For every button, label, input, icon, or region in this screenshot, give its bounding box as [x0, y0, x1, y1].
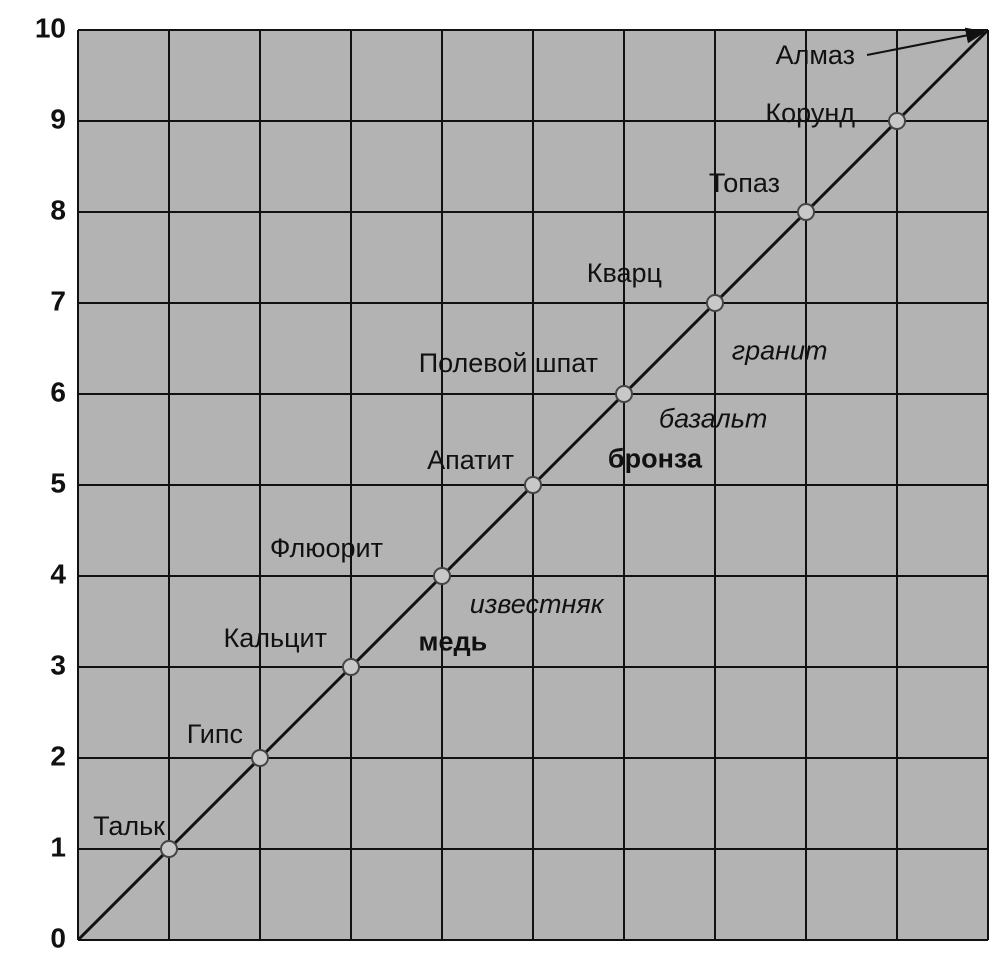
point — [160, 840, 178, 858]
point-label: Апатит — [427, 445, 514, 475]
point — [706, 294, 724, 312]
annotation: медь — [419, 626, 488, 656]
point — [433, 567, 451, 585]
point-label: Полевой шпат — [419, 348, 598, 378]
y-tick-label: 5 — [50, 467, 66, 498]
point — [615, 385, 633, 403]
point — [524, 476, 542, 494]
y-tick-label: 8 — [50, 194, 66, 225]
annotation: известняк — [470, 589, 605, 619]
y-tick-label: 3 — [50, 649, 66, 680]
y-tick-label: 7 — [50, 285, 66, 316]
y-tick-label: 10 — [35, 12, 66, 43]
y-tick-label: 9 — [50, 103, 66, 134]
label-arrow — [866, 27, 986, 56]
point-label: Тальк — [93, 811, 165, 841]
point-label: Алмаз — [776, 40, 855, 70]
y-tick-label: 1 — [50, 831, 66, 862]
annotation: бронза — [608, 444, 703, 474]
point-label: Гипс — [187, 719, 243, 749]
point-label: Кальцит — [224, 623, 327, 653]
y-tick-label: 2 — [50, 740, 66, 771]
y-tick-label: 4 — [50, 558, 66, 589]
point — [342, 658, 360, 676]
point — [251, 749, 269, 767]
point-label: Флюорит — [270, 533, 383, 563]
point-label: Корунд — [765, 98, 855, 128]
annotation: базальт — [659, 404, 768, 434]
y-tick-label: 6 — [50, 376, 66, 407]
point-label: Топаз — [709, 168, 780, 198]
y-tick-label: 0 — [50, 922, 66, 953]
point — [888, 112, 906, 130]
point — [797, 203, 815, 221]
point-label: Кварц — [587, 258, 662, 288]
annotation: гранит — [732, 335, 828, 365]
